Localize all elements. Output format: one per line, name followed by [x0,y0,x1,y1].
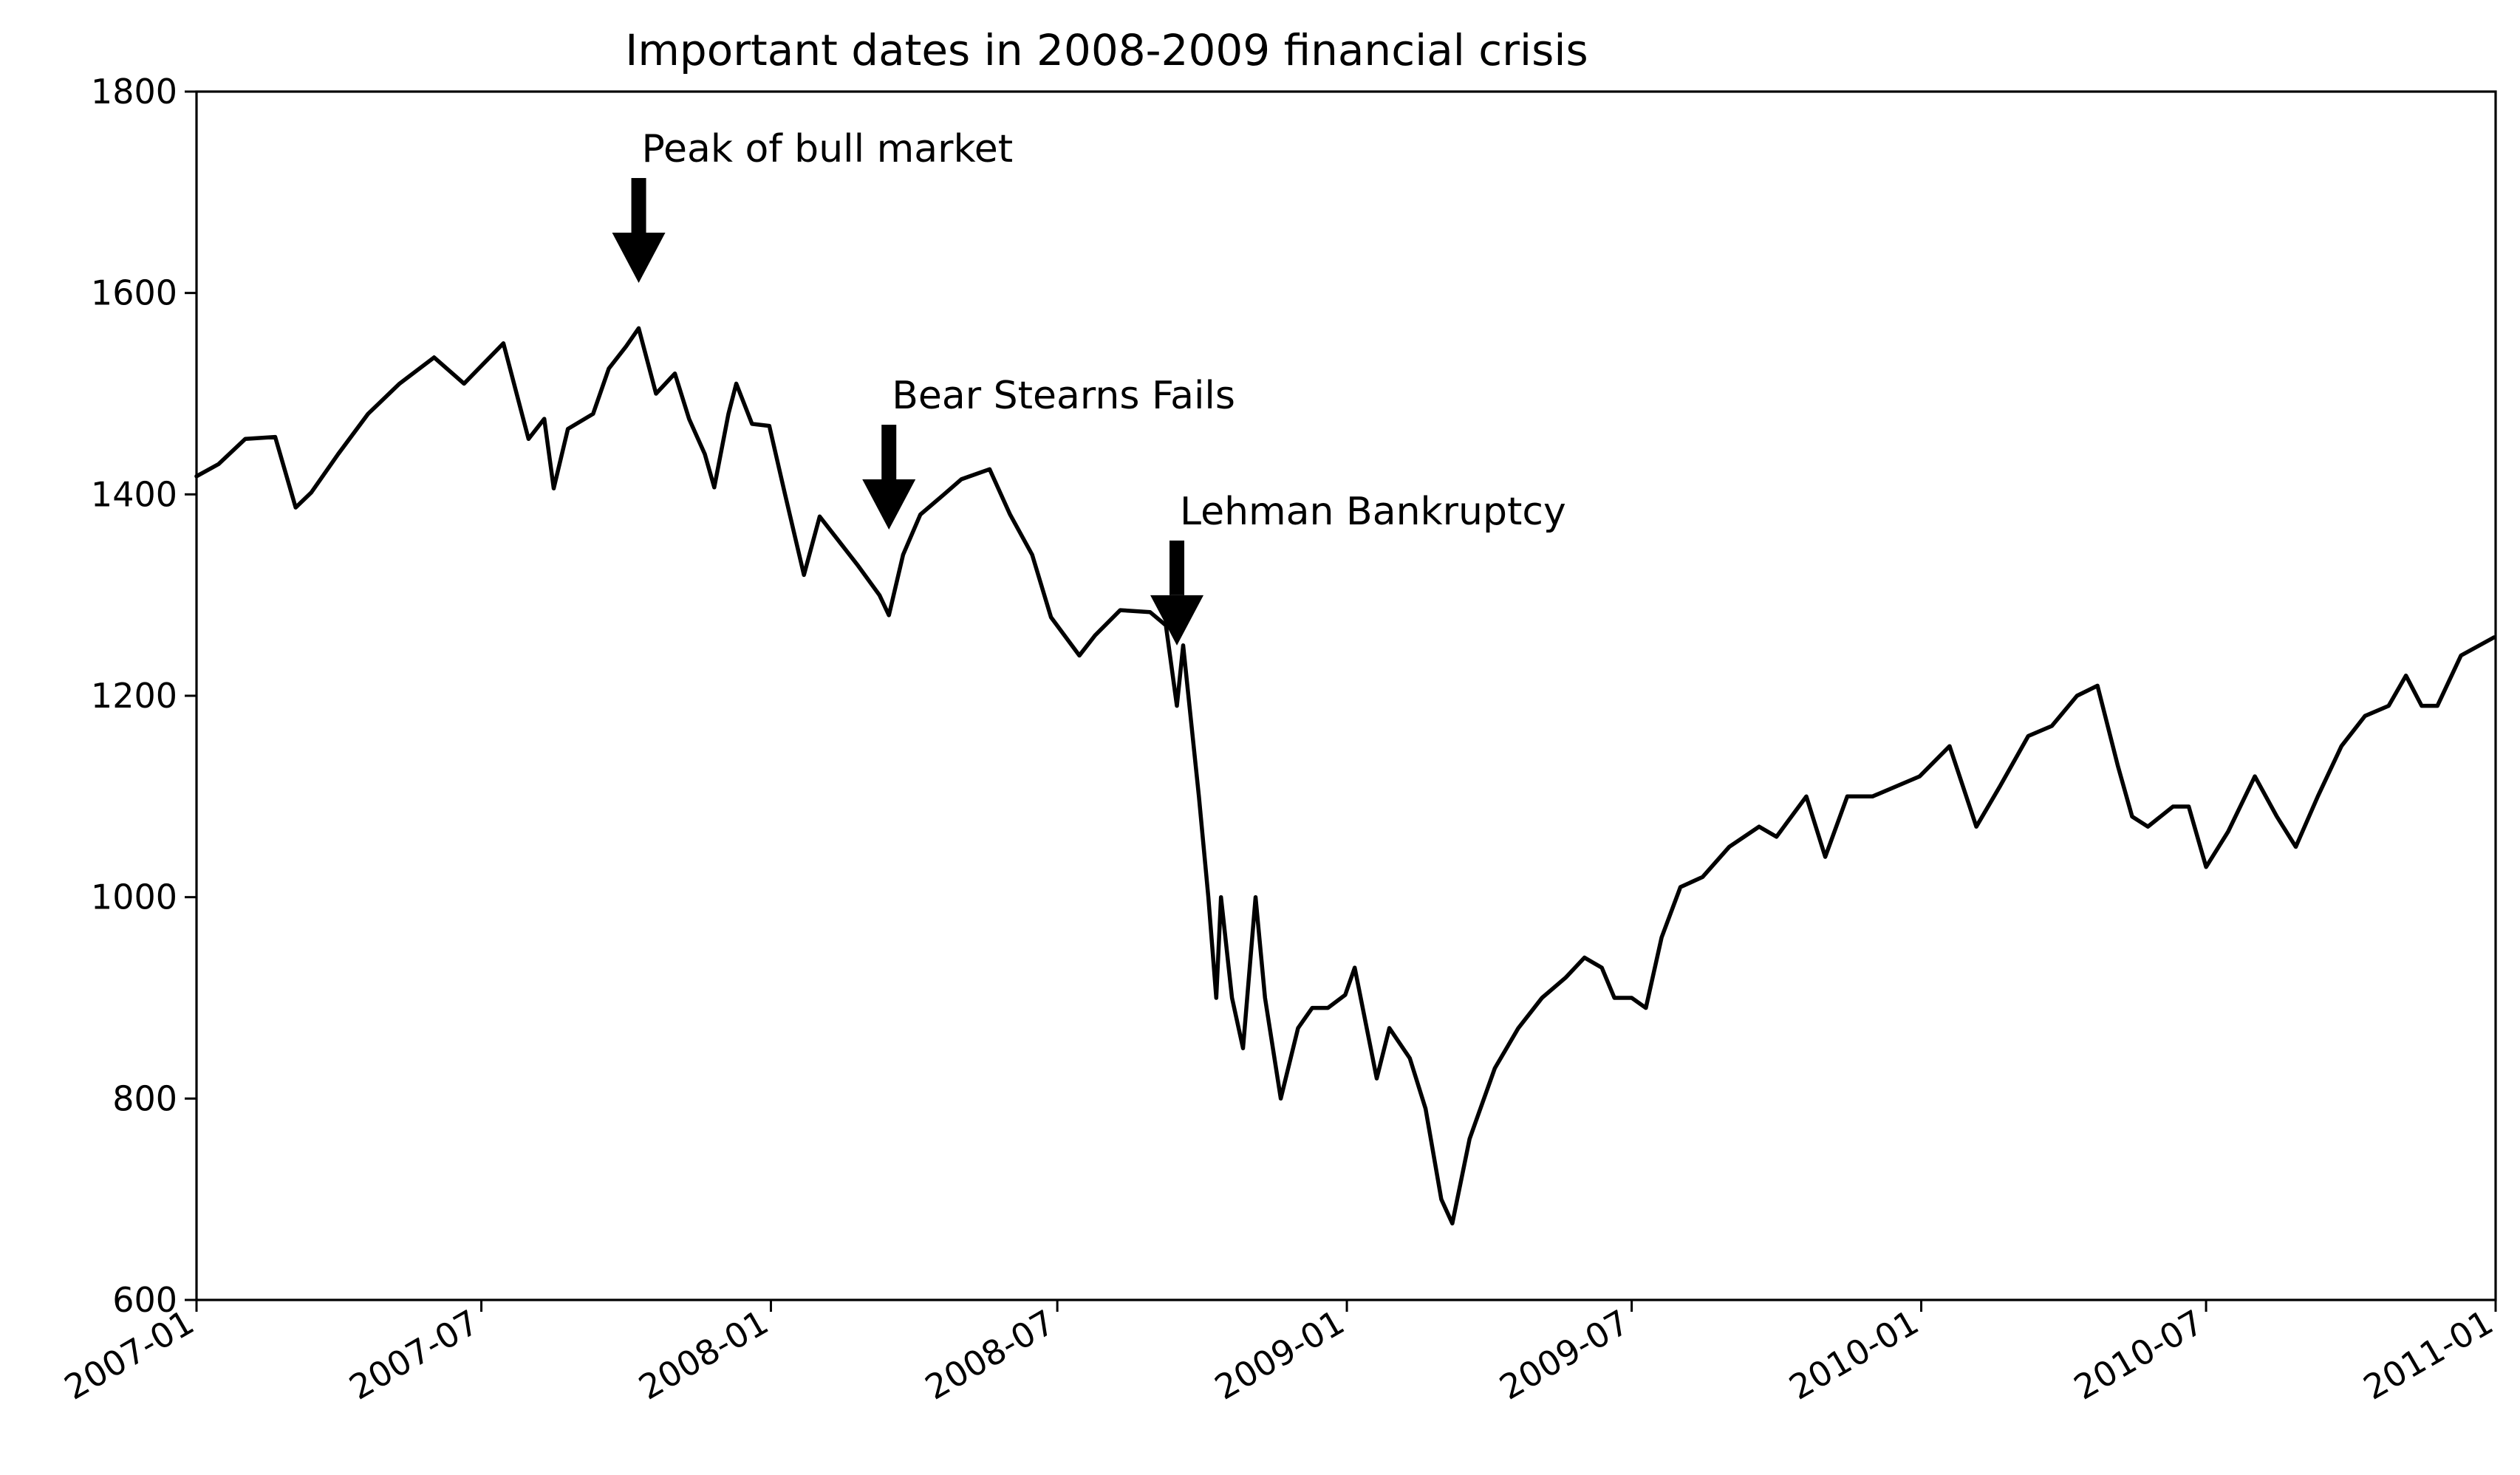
annotation-label: Peak of bull market [642,127,1014,171]
y-tick-label: 1000 [91,877,177,917]
annotation-arrow-head [862,479,916,530]
annotation-label: Bear Stearns Fails [892,374,1235,418]
y-tick-label: 1600 [91,273,177,313]
annotation-label: Lehman Bankruptcy [1180,490,1566,534]
annotation-arrow-shaft [631,178,646,233]
y-tick-label: 600 [112,1280,177,1320]
annotation-arrow-head [612,233,666,284]
annotation-arrow-head [1150,595,1204,646]
y-axis: 600 800 1000 1200 1400 1600 1800 [91,72,197,1320]
series-line [194,326,2496,1226]
chart-title: Important dates in 2008-2009 financial c… [625,25,1588,75]
y-tick-label: 1400 [91,474,177,514]
annotation-arrow-shaft [881,425,897,480]
y-tick-label: 1800 [91,72,177,112]
annotations: Peak of bull market Bear Stearns Fails Leh… [612,127,1566,646]
y-tick-label: 1200 [91,676,177,716]
annotation-arrow-shaft [1169,540,1185,595]
y-tick-label: 800 [112,1078,177,1118]
